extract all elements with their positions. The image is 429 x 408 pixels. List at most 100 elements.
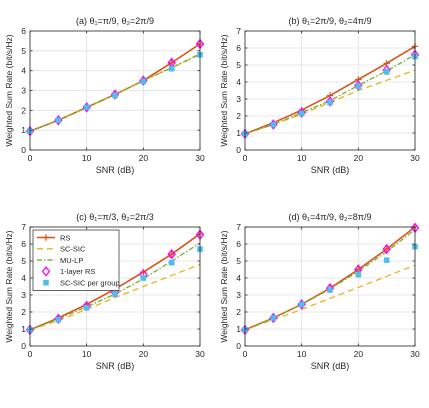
y-tick-label: 0	[21, 145, 26, 155]
y-tick-label: 5	[236, 60, 241, 70]
y-tick-label: 0	[236, 145, 241, 155]
y-tick-label: 7	[236, 222, 241, 232]
data-point-sc-sic-per-group	[55, 117, 62, 124]
data-point-sc-sic-per-group	[355, 83, 362, 90]
y-tick-label: 3	[236, 94, 241, 104]
x-tick-label: 30	[195, 153, 205, 163]
y-tick-label: 4	[21, 66, 26, 76]
x-tick-label: 10	[82, 153, 92, 163]
data-point-sc-sic-per-group	[270, 121, 277, 128]
y-tick-label: 1	[21, 125, 26, 135]
chart-title: (d) θ₁=4π/9, θ₂=8π/9	[289, 212, 372, 222]
y-tick-label: 2	[21, 105, 26, 115]
axes-box	[244, 226, 416, 347]
x-tick-label: 30	[195, 349, 205, 359]
x-tick-label: 10	[297, 153, 307, 163]
legend-swatch-marker	[43, 279, 49, 286]
x-tick-label: 10	[82, 349, 92, 359]
y-axis-label: Weighted Sum Rate (bit/s/Hz)	[4, 34, 14, 146]
data-point-sc-sic-per-group	[140, 78, 147, 85]
data-point-sc-sic-per-group	[112, 291, 118, 297]
data-point-1-layer-rs	[167, 248, 176, 260]
x-tick-label: 0	[243, 153, 248, 163]
axes-box	[29, 226, 201, 347]
y-tick-label: 5	[236, 256, 241, 266]
x-tick-label: 0	[28, 153, 33, 163]
data-point-sc-sic-per-group	[298, 110, 305, 117]
data-point-sc-sic-per-group	[327, 287, 333, 293]
data-point-sc-sic-per-group	[327, 99, 333, 106]
y-tick-label: 7	[236, 26, 241, 36]
y-tick-label: 3	[21, 290, 26, 300]
data-point-1-layer-rs	[382, 243, 391, 255]
y-tick-label: 2	[236, 307, 241, 317]
y-tick-label: 5	[21, 256, 26, 266]
panel-b: 0 10 20 30 0 1 2 3 4 5 6 7 (b) θ₁=2π/9, θ₂=4π/9 SNR (…	[219, 16, 420, 175]
x-tick-label: 20	[354, 349, 364, 359]
x-axis-label: SNR (dB)	[311, 361, 350, 371]
x-tick-label: 20	[139, 153, 149, 163]
data-point-sc-sic-per-group	[270, 315, 277, 321]
x-tick-label: 20	[139, 349, 149, 359]
y-tick-label: 4	[236, 77, 241, 87]
data-point-sc-sic-per-group	[298, 301, 305, 308]
data-point-sc-sic-per-group	[383, 257, 390, 263]
legend: RS SC-SIC MU-LP 1-layer RS SC-SIC per group	[32, 229, 120, 291]
x-tick-label: 0	[243, 349, 248, 359]
y-tick-label: 7	[21, 222, 26, 232]
x-tick-label: 0	[28, 349, 33, 359]
x-axis-label: SNR (dB)	[311, 165, 350, 175]
y-tick-label: 6	[236, 239, 241, 249]
data-point-sc-sic-per-group	[83, 104, 90, 111]
y-tick-label: 2	[21, 307, 26, 317]
y-axis-label: Weighted Sum Rate (bit/s/Hz)	[219, 34, 229, 146]
chart-title: (b) θ₁=2π/9, θ₂=4π/9	[289, 16, 372, 26]
panel-a: 0 10 20 30 0 1 2 3 4 5 6 (a) θ₁=π/9, θ₂=2π/9 SNR (dB…	[4, 16, 205, 175]
y-tick-label: 4	[21, 273, 26, 283]
y-tick-label: 1	[236, 324, 241, 334]
x-tick-label: 30	[410, 349, 420, 359]
chart-title: (a) θ₁=π/9, θ₂=2π/9	[76, 16, 154, 26]
data-point-sc-sic-per-group	[83, 304, 90, 311]
legend-entry-label: MU-LP	[60, 256, 83, 265]
data-point-sc-sic-per-group	[355, 271, 362, 278]
data-point-sc-sic-per-group	[55, 316, 62, 323]
legend-entry-label: 1-layer RS	[60, 267, 95, 276]
legend-entry-label: SC-SIC per group	[60, 279, 120, 288]
data-point-rs	[383, 245, 390, 253]
data-point-rs	[168, 251, 175, 258]
x-axis-label: SNR (dB)	[96, 165, 135, 175]
legend-swatch-marker	[41, 266, 51, 277]
data-point-sc-sic-per-group	[168, 259, 175, 266]
data-point-sc-sic-per-group	[168, 65, 175, 72]
y-axis-label: Weighted Sum Rate (bit/s/Hz)	[219, 230, 229, 342]
data-point-sc-sic-per-group	[383, 69, 390, 75]
y-tick-label: 3	[21, 86, 26, 96]
data-point-sc-sic-per-group	[112, 92, 118, 99]
legend-swatch-marker	[42, 234, 50, 241]
chart-title: (c) θ₁=π/3, θ₂=2π/3	[76, 212, 153, 222]
x-tick-label: 10	[297, 349, 307, 359]
y-tick-label: 2	[236, 111, 241, 121]
x-tick-label: 20	[354, 153, 364, 163]
y-tick-label: 6	[21, 239, 26, 249]
y-tick-label: 4	[236, 273, 241, 283]
x-tick-label: 30	[410, 153, 420, 163]
x-axis-label: SNR (dB)	[96, 361, 135, 371]
axes-box	[244, 30, 416, 151]
y-tick-label: 5	[21, 46, 26, 56]
data-point-sc-sic-per-group	[140, 275, 147, 281]
y-tick-label: 6	[21, 26, 26, 36]
legend-entry-label: RS	[60, 233, 70, 242]
data-point-rs	[168, 59, 175, 66]
panel-c: 0 10 20 30 0 1 2 3 4 5 6 7 (c) θ₁=π/3, θ₂=2π/3 SNR (d…	[4, 212, 205, 371]
y-tick-label: 3	[236, 290, 241, 300]
y-tick-label: 1	[236, 128, 241, 138]
panel-d: 0 10 20 30 0 1 2 3 4 5 6 7 (d) θ₁=4π/9, θ₂=8π/9 SNR (…	[219, 212, 420, 371]
y-tick-label: 1	[21, 324, 26, 334]
y-tick-label: 6	[236, 43, 241, 53]
y-tick-label: 0	[21, 341, 26, 351]
legend-entry-label: SC-SIC	[60, 245, 86, 254]
plot-area	[245, 31, 415, 150]
